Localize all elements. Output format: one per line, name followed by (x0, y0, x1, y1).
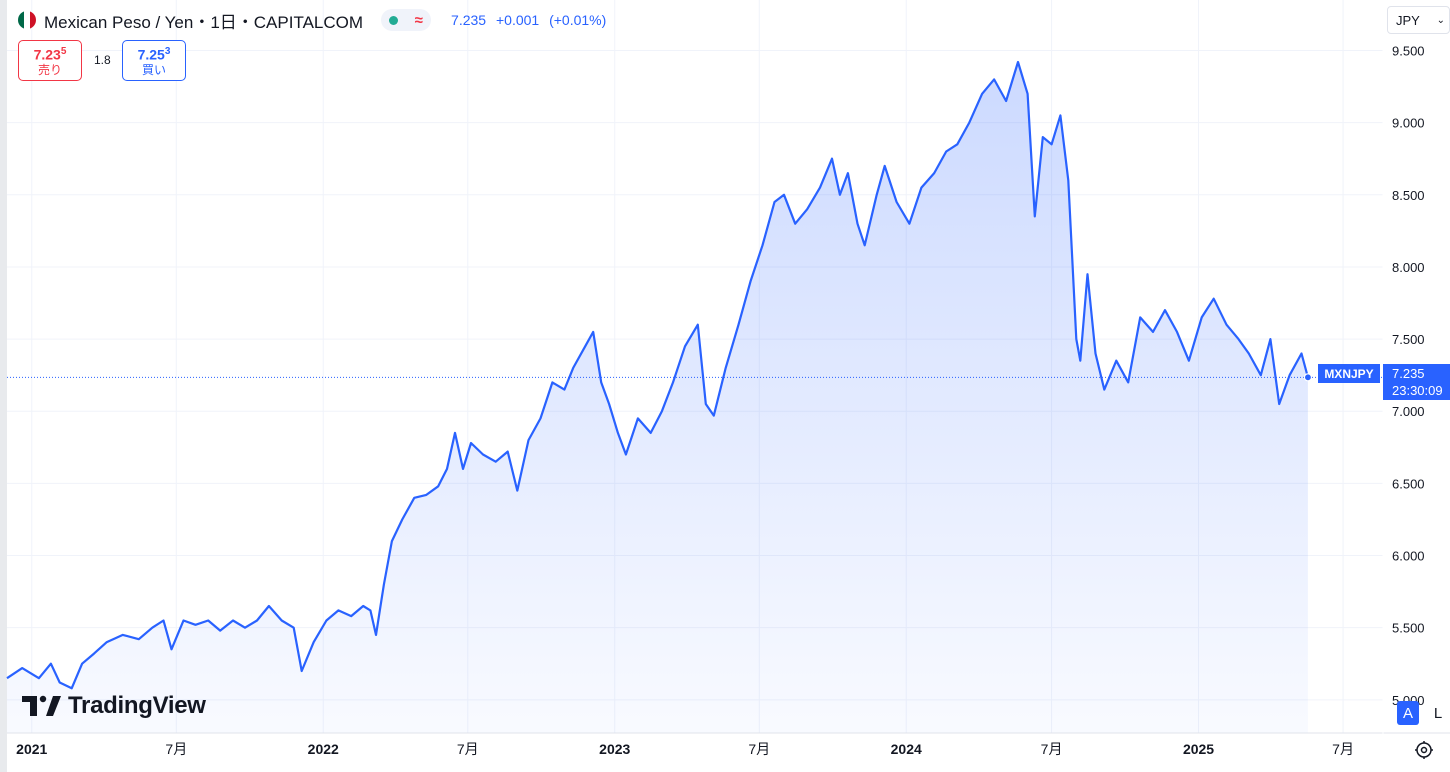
logo-text: TradingView (68, 692, 206, 719)
series-area (7, 62, 1308, 733)
price-axis: 5.0005.5006.0006.5007.0007.5008.0008.500… (1392, 44, 1425, 708)
time-tick-label: 7月 (1332, 741, 1354, 757)
auto-scale-button[interactable]: A (1397, 701, 1419, 725)
time-tick-label: 2022 (308, 741, 339, 757)
bar-countdown: 23:30:09 (1392, 383, 1443, 398)
price-tick-label: 5.500 (1392, 621, 1425, 636)
currency-label: JPY (1396, 12, 1420, 28)
sell-button[interactable]: 7.235 売り (18, 40, 82, 81)
time-tick-label: 2023 (599, 741, 630, 757)
left-edge-strip (0, 0, 7, 772)
last-price-tag: 7.235 23:30:09 (1383, 364, 1450, 400)
symbol-title[interactable]: Mexican Peso / Yen・1日・CAPITALCOM (44, 12, 364, 32)
time-axis: 2021 7月 2022 7月 2023 7月 2024 7月 2025 7月 (16, 741, 1354, 757)
price-tick-label: 8.000 (1392, 260, 1425, 275)
tradingview-mark-icon (22, 695, 61, 716)
last-price-tag-value: 7.235 (1392, 366, 1425, 381)
chevron-down-icon: ⌄ (1436, 14, 1445, 26)
price-change-percent: (+0.01%) (549, 12, 607, 28)
symbol-header: Mexican Peso / Yen・1日・CAPITALCOM ≈ 7.235… (18, 8, 612, 32)
time-tick-label: 7月 (457, 741, 479, 757)
market-open-dot-icon (389, 15, 399, 25)
buy-button[interactable]: 7.253 買い (122, 40, 186, 81)
time-tick-label: 7月 (748, 741, 770, 757)
price-tick-label: 9.000 (1392, 116, 1425, 131)
time-tick-label: 2021 (16, 741, 47, 757)
buy-price: 7.253 (137, 46, 171, 63)
time-tick-label: 7月 (165, 741, 187, 757)
log-scale-button[interactable]: L (1433, 704, 1443, 722)
last-price: 7.235 (451, 12, 487, 28)
time-tick-label: 7月 (1041, 741, 1063, 757)
price-tick-label: 8.500 (1392, 188, 1425, 203)
time-tick-label: 2025 (1183, 741, 1214, 757)
currency-select[interactable]: JPY ⌄ (1387, 6, 1450, 34)
mexico-flag-icon (18, 11, 36, 29)
price-tick-label: 7.000 (1392, 404, 1425, 419)
settings-icon[interactable] (1414, 740, 1434, 760)
price-tick-label: 7.500 (1392, 332, 1425, 347)
market-status-pill[interactable]: ≈ (381, 9, 432, 31)
series-symbol-tag: MXNJPY (1318, 364, 1380, 383)
price-change: +0.001 (495, 12, 540, 28)
buy-label: 買い (141, 62, 166, 77)
series-line (6, 60, 1309, 690)
last-price-readout: 7.235 +0.001 (+0.01%) (451, 12, 612, 28)
sell-price: 7.235 (33, 46, 67, 63)
spread-value: 1.8 (94, 53, 111, 67)
price-tick-label: 6.500 (1392, 476, 1425, 491)
time-tick-label: 2024 (891, 741, 922, 757)
price-tick-label: 6.000 (1392, 549, 1425, 564)
sell-label: 売り (37, 62, 62, 77)
tradingview-logo[interactable]: TradingView (22, 692, 206, 720)
delayed-data-icon: ≈ (414, 11, 423, 29)
last-price-dot (1303, 373, 1313, 382)
price-tick-label: 9.500 (1392, 44, 1425, 59)
